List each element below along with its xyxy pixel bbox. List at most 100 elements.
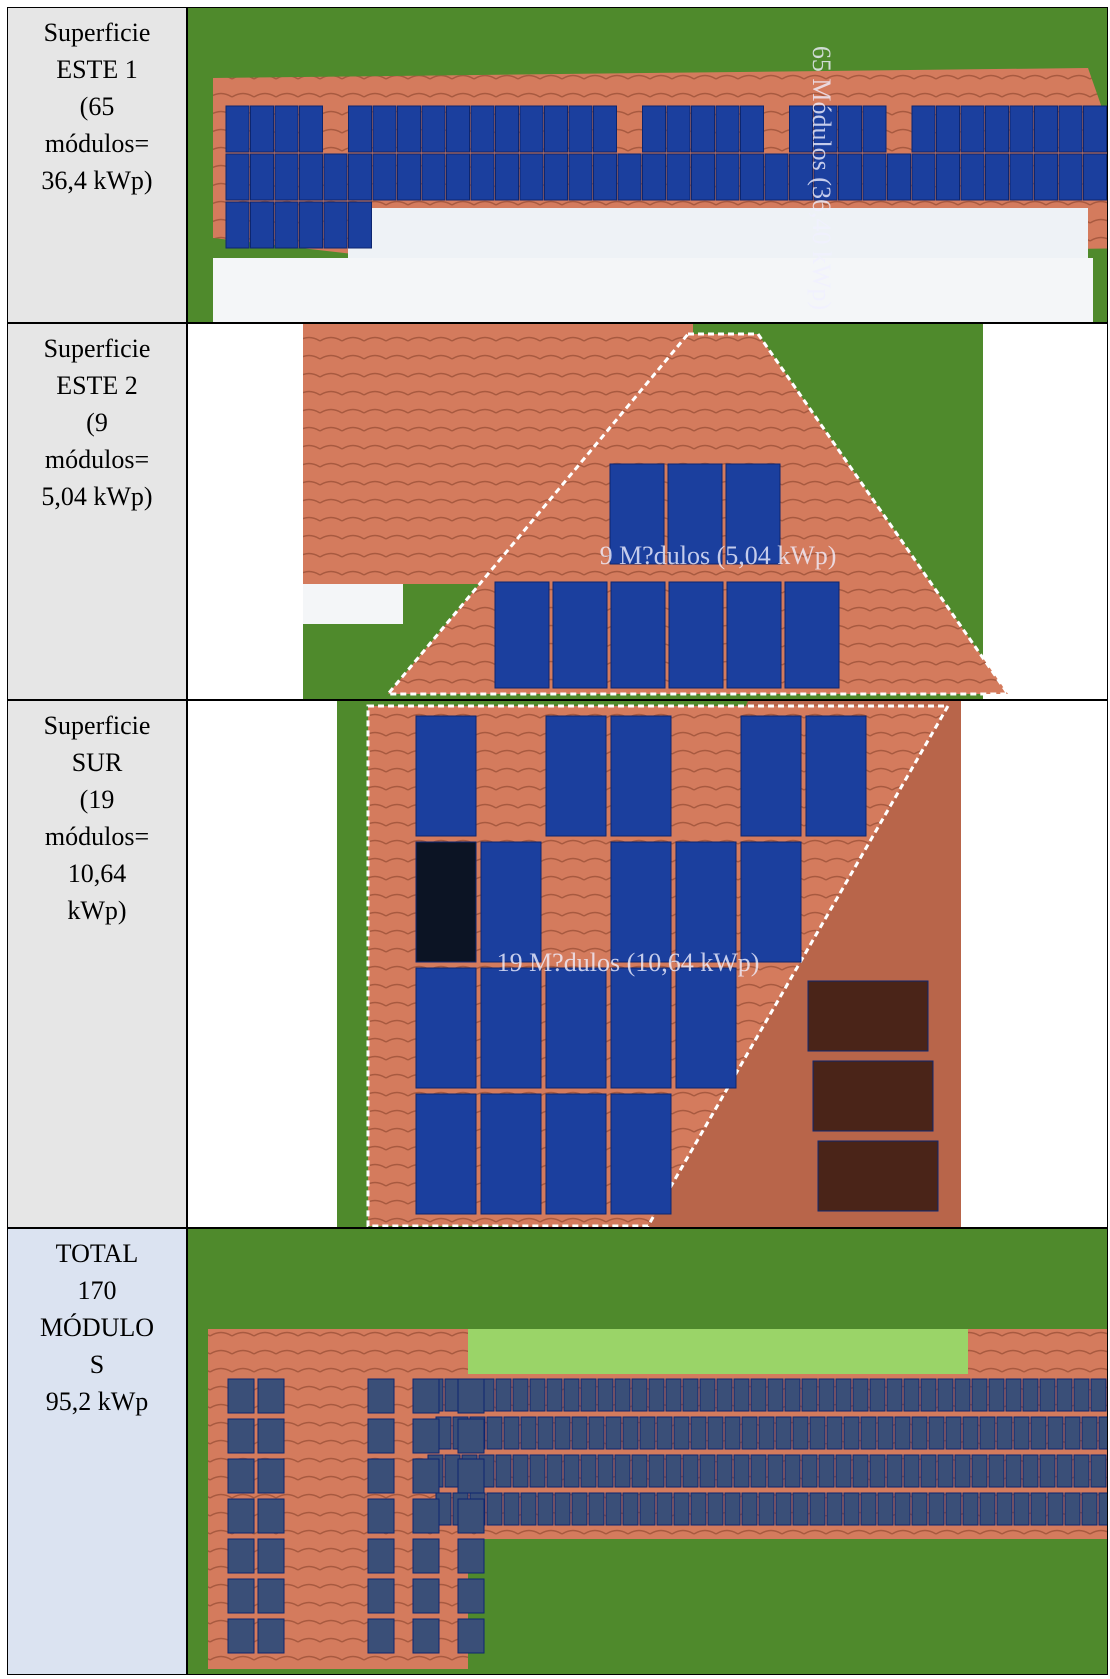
solar-panel	[227, 1458, 255, 1494]
solar-panel	[367, 1458, 395, 1494]
solar-panel	[520, 1492, 537, 1526]
solar-panel	[979, 1416, 996, 1450]
solar-panel	[415, 715, 477, 837]
solar-panel	[274, 105, 299, 153]
solar-panel	[457, 1458, 485, 1494]
solar-panel	[227, 1418, 255, 1454]
solar-panel	[1058, 105, 1083, 153]
solar-panel	[552, 581, 608, 689]
solar-panel	[503, 1416, 520, 1450]
solar-panel	[960, 105, 985, 153]
solar-panel	[1090, 1378, 1107, 1412]
solar-panel	[642, 105, 666, 153]
roof-image: 9 M?dulos (5,04 kWp)	[303, 324, 1011, 699]
solar-panel	[758, 1492, 775, 1526]
solar-panel	[673, 1416, 690, 1450]
wall	[303, 584, 403, 624]
solar-panel	[877, 1492, 894, 1526]
solar-panel	[412, 1378, 440, 1414]
solar-panel	[1058, 153, 1083, 201]
solar-panel	[733, 1454, 750, 1488]
solar-panel	[367, 1618, 395, 1654]
solar-panel	[903, 1454, 920, 1488]
solar-panel	[985, 105, 1009, 153]
solar-panel	[1064, 1416, 1081, 1450]
label-line: SUR	[71, 748, 123, 777]
solar-panel	[690, 1492, 707, 1526]
image-cell	[187, 1228, 1108, 1675]
label-cell: Superficie SUR (19 módulos= 10,64 kWp)	[7, 700, 187, 1228]
solar-panel	[809, 1416, 826, 1450]
label-line: módulos=	[44, 822, 150, 851]
solar-panel	[1083, 105, 1107, 153]
solar-panel	[610, 581, 666, 689]
courtyard	[418, 1329, 968, 1374]
image-caption: 65 Módulos (36,40 kWp)	[807, 46, 836, 310]
solar-panel	[690, 1416, 707, 1450]
solar-panel	[593, 105, 617, 153]
solar-panel	[945, 1492, 962, 1526]
solar-panel	[571, 1416, 588, 1450]
solar-panel	[1005, 1378, 1022, 1412]
solar-panel	[988, 1454, 1005, 1488]
solar-panel	[605, 1416, 622, 1450]
label-cell: TOTAL 170 MÓDULO S 95,2 kWp	[7, 1228, 187, 1675]
solar-panel	[639, 1416, 656, 1450]
solar-panel	[784, 581, 840, 689]
solar-panel	[372, 105, 397, 153]
solar-panel	[1098, 1492, 1107, 1526]
solar-panel	[495, 1378, 512, 1412]
solar-panel	[826, 1416, 843, 1450]
solar-panel	[818, 1378, 835, 1412]
solar-panel	[323, 153, 348, 201]
solar-panel	[257, 1498, 285, 1534]
solar-panel	[1098, 1416, 1107, 1450]
solar-panel	[792, 1416, 809, 1450]
solar-panel	[826, 1492, 843, 1526]
solar-panel	[740, 715, 802, 837]
solar-panel	[894, 1492, 911, 1526]
solar-panel	[1073, 1378, 1090, 1412]
solar-panel	[250, 105, 274, 153]
solar-panel	[446, 105, 470, 153]
solar-panel	[1064, 1492, 1081, 1526]
solar-panel	[675, 841, 737, 963]
solar-panel	[789, 153, 813, 201]
solar-panel	[920, 1378, 937, 1412]
solar-panel	[936, 153, 960, 201]
solar-panel	[227, 1618, 255, 1654]
solar-panel	[494, 581, 550, 689]
solar-panel	[609, 463, 665, 565]
solar-panel	[1083, 153, 1107, 201]
solar-panel	[412, 1538, 440, 1574]
solar-panel	[869, 1378, 886, 1412]
label-line: kWp)	[67, 896, 127, 925]
solar-panel	[250, 153, 274, 201]
label-line: ESTE 2	[56, 371, 138, 400]
solar-panel	[412, 1418, 440, 1454]
solar-panel	[979, 1492, 996, 1526]
solar-panel	[971, 1378, 988, 1412]
solar-panel	[818, 1454, 835, 1488]
label-line: (9	[86, 408, 108, 437]
solar-panel	[397, 105, 421, 153]
solar-panel	[726, 581, 782, 689]
label-line: TOTAL	[55, 1239, 139, 1268]
label-line: (19	[79, 785, 115, 814]
solar-panel	[546, 1378, 563, 1412]
solar-panel	[593, 153, 617, 201]
solar-panel	[812, 1060, 934, 1132]
solar-panel	[1047, 1416, 1064, 1450]
solar-panel	[274, 201, 299, 249]
roof-image	[188, 1229, 1107, 1674]
solar-panel	[767, 1454, 784, 1488]
solar-panel	[563, 1454, 580, 1488]
solar-panel	[372, 153, 397, 201]
solar-panel	[740, 105, 764, 153]
solar-panel	[809, 1492, 826, 1526]
solar-panel	[1030, 1492, 1047, 1526]
solar-panel	[227, 1578, 255, 1614]
solar-panel	[1013, 1416, 1030, 1450]
solar-panel	[257, 1418, 285, 1454]
